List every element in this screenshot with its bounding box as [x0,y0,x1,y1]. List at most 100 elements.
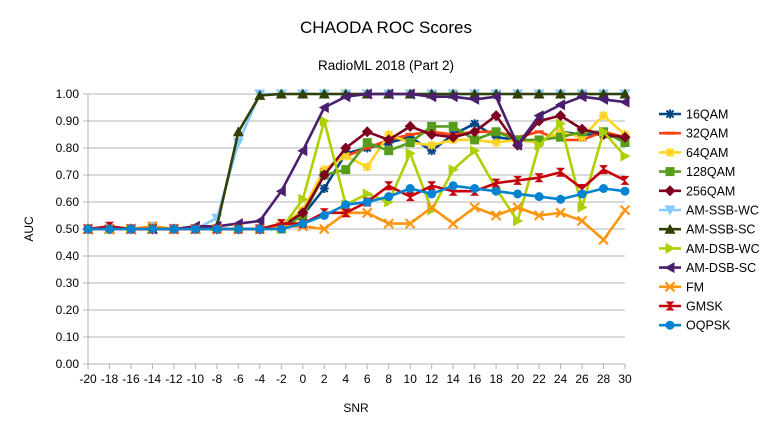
legend-swatch-marker [665,242,676,254]
data-point-am-dsb-sc [619,96,630,108]
data-point-am-dsb-wc [577,201,588,213]
data-point-am-dsb-wc [470,145,481,157]
x-tick-label: 22 [532,372,546,386]
x-tick-label: 2 [321,372,328,386]
y-tick-label: 0.80 [56,141,80,155]
data-point-oqpsk [534,192,544,202]
data-point-oqpsk [233,224,243,234]
data-point-am-ssb-sc [318,88,330,99]
legend-label: AM-SSB-SC [686,223,755,237]
x-tick-label: -10 [187,372,205,386]
data-point-256qam [555,110,567,122]
data-point-am-ssb-sc [275,88,287,99]
x-tick-label: 18 [489,372,503,386]
x-tick-label: -14 [144,372,162,386]
legend-label: OQPSK [686,319,731,333]
data-point-am-dsb-sc [340,91,351,103]
x-tick-label: 28 [597,372,611,386]
data-point-am-dsb-sc [297,145,308,157]
legend-swatch-marker [664,185,676,197]
data-point-128qam [448,121,458,131]
x-tick-label: -18 [101,372,119,386]
x-axis-title: SNR [343,401,369,415]
legend-swatch-marker [664,205,676,216]
data-point-am-dsb-wc [599,126,610,138]
data-point-fm [426,202,437,213]
data-point-am-dsb-sc [383,88,394,100]
legend-swatch-marker [665,109,675,119]
data-point-am-dsb-sc [512,139,523,151]
data-point-am-dsb-sc [490,91,501,103]
data-point-128qam [341,165,351,175]
data-point-oqpsk [298,219,308,229]
data-point-am-dsb-wc [298,193,309,205]
x-tick-label: -6 [233,372,244,386]
data-point-16qam [405,132,415,142]
data-point-64qam [599,111,609,121]
data-point-fm [533,210,545,221]
data-point-am-dsb-sc [576,91,587,103]
legend-swatch-marker [664,223,676,234]
x-tick-label: 30 [618,372,632,386]
x-tick-label: 10 [404,372,418,386]
data-point-oqpsk [577,189,587,199]
data-point-oqpsk [362,197,372,207]
data-point-am-dsb-wc [513,215,524,227]
data-point-am-dsb-sc [254,215,265,227]
legend-item-256qam: 256QAM [659,184,735,198]
legend-swatch-marker [665,147,675,157]
data-point-gmsk [341,208,351,218]
legend-label: AM-DSB-WC [686,242,760,256]
data-point-256qam [490,110,502,122]
y-tick-label: 0.70 [56,168,80,182]
legend-swatch-marker [665,131,675,135]
chart-title: CHAODA ROC Scores [300,18,472,37]
legend-item-gmsk: GMSK [659,300,723,314]
data-point-32qam [534,130,544,134]
x-tick-label: 16 [468,372,482,386]
data-point-gmsk [491,178,501,188]
series-layer [82,88,631,246]
data-point-am-ssb-sc [297,88,309,99]
y-tick-label: 0.60 [56,195,80,209]
legend-label: FM [686,280,704,294]
data-point-am-dsb-wc [362,188,373,200]
y-tick-label: 0.00 [56,357,80,371]
legend-item-am-dsb-wc: AM-DSB-WC [659,242,760,256]
legend-item-fm: FM [659,280,704,294]
legend-swatch-marker [665,320,675,330]
data-point-oqpsk [83,224,93,234]
x-tick-label: -12 [165,372,183,386]
data-point-fm [619,204,631,216]
legend-item-am-ssb-sc: AM-SSB-SC [659,223,755,237]
data-point-am-dsb-wc [319,115,330,127]
data-point-am-dsb-sc [447,91,458,103]
x-tick-label: -8 [212,372,223,386]
data-point-oqpsk [147,224,157,234]
data-point-oqpsk [126,224,136,234]
legend-label: 32QAM [686,127,728,141]
chart-subtitle: RadioML 2018 (Part 2) [318,58,454,73]
data-point-am-dsb-sc [469,93,480,105]
series-oqpsk [83,181,630,234]
data-point-fm [598,234,609,246]
data-point-am-dsb-sc [426,91,437,103]
x-axis-ticks: -20 -18 -16 -14 -12 -10 -8 -6 -4 -2 0 2 4 6 8 10 12 14 16 1… [79,363,632,386]
data-point-128qam [427,121,437,131]
data-point-256qam [404,120,416,132]
legend-item-16qam: 16QAM [659,108,728,122]
data-point-am-dsb-sc [318,102,329,113]
data-point-256qam [469,126,481,138]
data-point-oqpsk [599,184,609,193]
data-point-oqpsk [448,181,458,191]
data-point-64qam [577,132,587,142]
data-point-am-dsb-sc [555,99,566,111]
data-point-64qam [362,162,372,172]
data-point-oqpsk [405,184,415,193]
data-point-am-dsb-sc [598,93,609,105]
legend-swatch-marker [664,281,676,293]
data-point-256qam [361,126,373,138]
legend: 16QAM 32QAM 64QAM 128QAM 256QAM AM-SSB-WC AM-S… [659,108,760,333]
